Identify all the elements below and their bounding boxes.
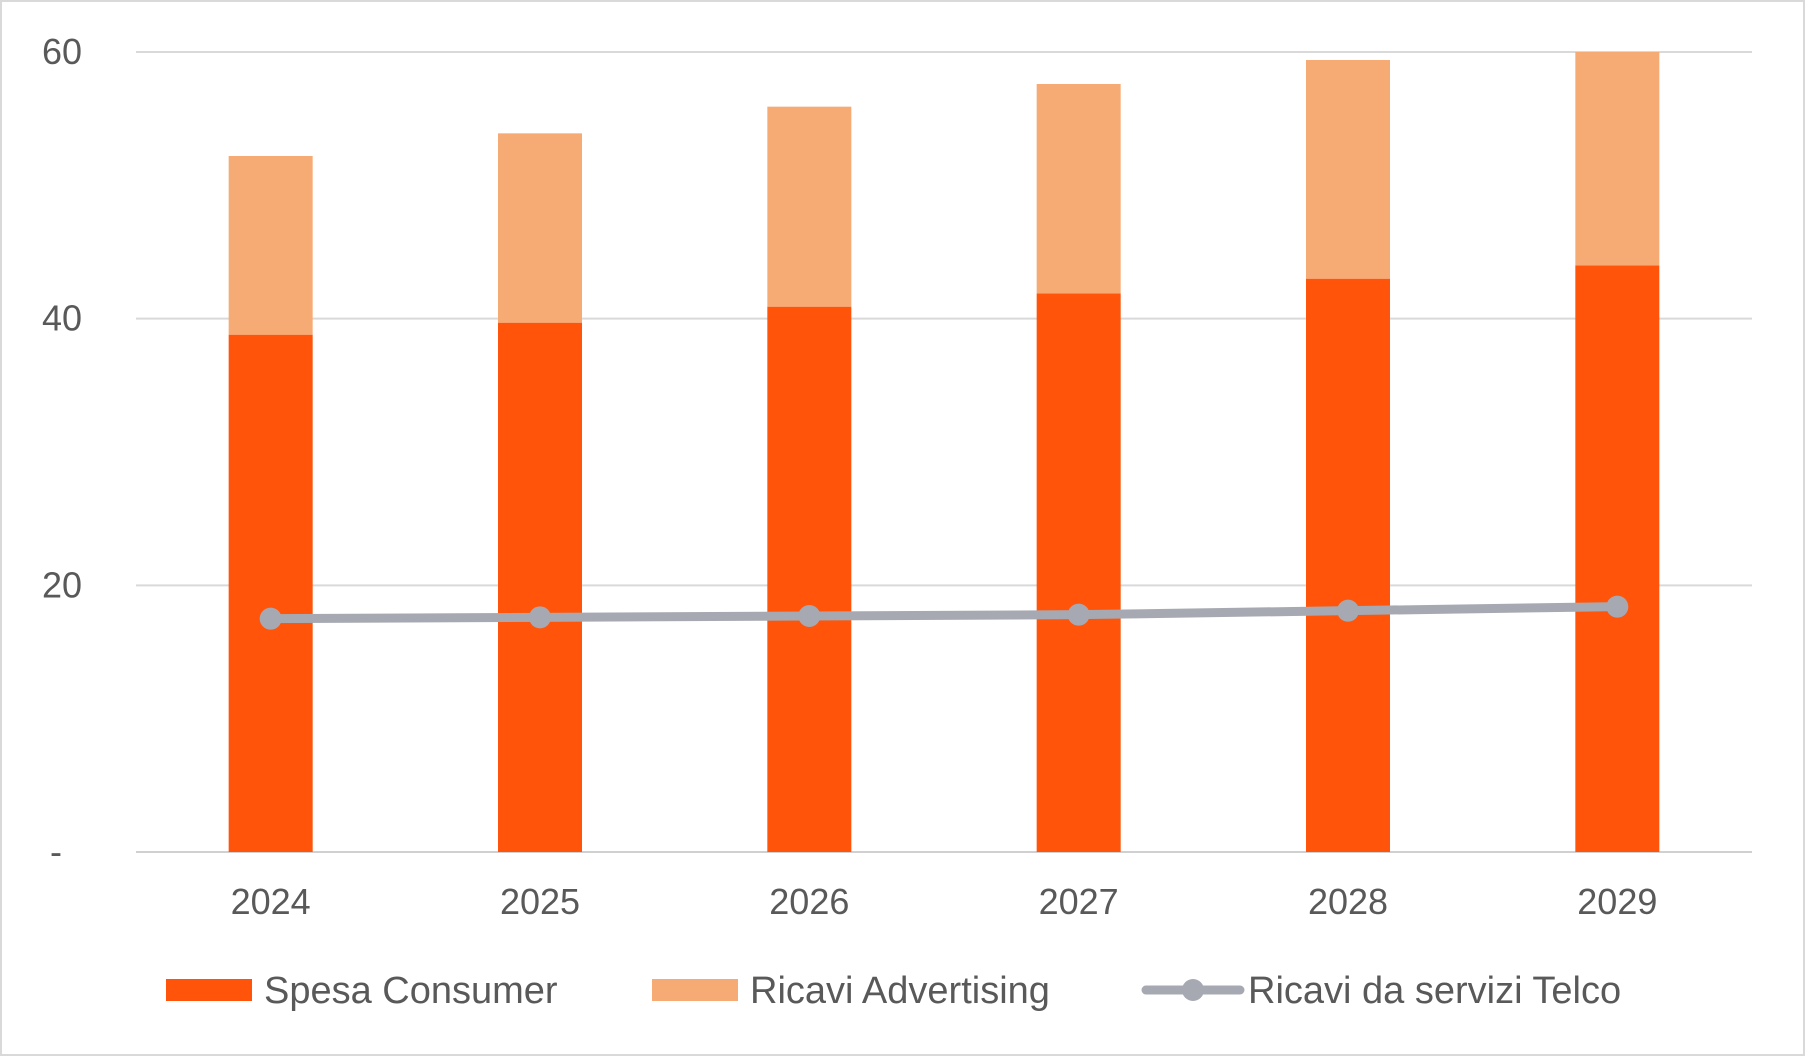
- telco-line-path: [266, 602, 1622, 624]
- bar-spesa-consumer: [1036, 293, 1121, 852]
- y-axis: - 20 40 60: [42, 31, 82, 872]
- telco-line: [259, 595, 1629, 630]
- y-tick-label: 60: [42, 31, 82, 72]
- y-tick-label: -: [50, 831, 62, 872]
- legend: Spesa Consumer Ricavi Advertising Ricavi d…: [166, 970, 1621, 1012]
- bar-spesa-consumer: [767, 306, 852, 853]
- gridlines: [136, 51, 1752, 853]
- telco-point: [1067, 603, 1090, 626]
- y-tick-label: 40: [42, 298, 82, 339]
- bar-ricavi-advertising: [1306, 60, 1390, 279]
- bar-spesa-consumer: [1575, 265, 1660, 852]
- x-tick-label: 2024: [231, 881, 311, 922]
- legend-label-ricavi-advertising: Ricavi Advertising: [750, 970, 1050, 1012]
- telco-point: [529, 606, 551, 629]
- legend-label-spesa-consumer: Spesa Consumer: [264, 970, 558, 1012]
- bar-ricavi-advertising: [228, 156, 313, 335]
- x-axis: 2024 2025 2026 2027 2028 2029: [231, 881, 1658, 922]
- bar-ricavi-advertising: [767, 106, 852, 307]
- legend-marker-ricavi-da-servizi-telco: [1182, 979, 1204, 1001]
- x-tick-label: 2025: [500, 881, 580, 922]
- bar-ricavi-advertising: [1036, 84, 1121, 294]
- bar-ricavi-advertising: [1575, 52, 1660, 266]
- legend-swatch-spesa-consumer: [166, 979, 252, 1001]
- telco-point: [1337, 599, 1359, 622]
- bar-ricavi-advertising: [498, 133, 582, 323]
- x-tick-label: 2027: [1039, 881, 1119, 922]
- x-tick-label: 2028: [1308, 881, 1388, 922]
- x-tick-label: 2026: [769, 881, 849, 922]
- bar-spesa-consumer: [1306, 278, 1390, 853]
- telco-point: [798, 605, 821, 627]
- y-tick-label: 20: [42, 564, 82, 605]
- legend-swatch-ricavi-advertising: [652, 979, 738, 1001]
- telco-point: [1606, 595, 1629, 618]
- legend-label-ricavi-da-servizi-telco: Ricavi da servizi Telco: [1248, 970, 1621, 1012]
- x-tick-label: 2029: [1577, 881, 1657, 922]
- bars: [228, 52, 1660, 853]
- bar-spesa-consumer: [228, 334, 313, 853]
- telco-point: [259, 607, 282, 630]
- bar-spesa-consumer: [498, 322, 582, 853]
